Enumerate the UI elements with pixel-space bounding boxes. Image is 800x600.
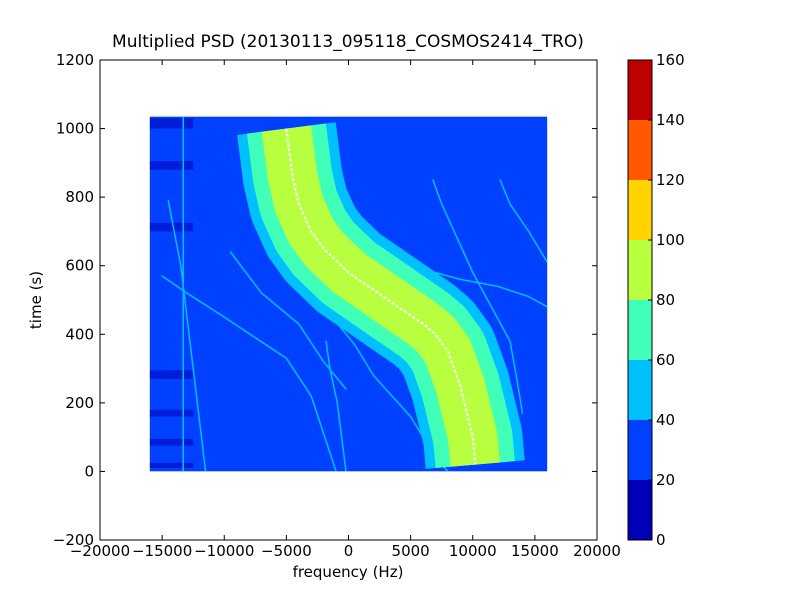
- x-tick-label: 5000: [392, 542, 430, 560]
- y-tick-label: 1000: [56, 120, 94, 138]
- y-tick-label: 200: [65, 394, 94, 412]
- colorbar-segment: [628, 180, 652, 240]
- colorbar-tick-label: 120: [656, 171, 685, 189]
- colorbar-tick-label: 0: [656, 531, 666, 549]
- colorbar: 0 20 40 60 80 100 120 140 160: [627, 51, 685, 549]
- x-tick-label: −20000: [70, 542, 130, 560]
- y-axis-label: time (s): [27, 271, 45, 329]
- faint-trace: [161, 275, 337, 472]
- dark-band: [149, 409, 194, 417]
- x-tick-label: −10000: [194, 542, 254, 560]
- dark-band: [149, 370, 194, 379]
- x-tick-label: 20000: [573, 542, 621, 560]
- y-tick-label: 0: [84, 462, 94, 480]
- colorbar-segment: [628, 60, 652, 120]
- x-axis-label: frequency (Hz): [293, 563, 404, 581]
- colorbar-tick-label: 60: [656, 351, 675, 369]
- faint-trace: [432, 179, 524, 414]
- dark-band: [149, 118, 194, 129]
- x-tick-label: 0: [344, 542, 354, 560]
- colorbar-segment: [628, 420, 652, 480]
- colorbar-segment: [628, 120, 652, 180]
- dark-band: [149, 462, 194, 468]
- plot-area: −20000 −15000 −10000 −5000 0 5000 10000 15000 20…: [53, 51, 621, 560]
- colorbar-segment: [628, 300, 652, 360]
- y-tick-label: 600: [65, 257, 94, 275]
- y-tick-label: 800: [65, 188, 94, 206]
- colorbar-tick-label: 100: [656, 231, 685, 249]
- colorbar-segment: [628, 240, 652, 300]
- x-tick-label: −15000: [132, 542, 192, 560]
- dark-band: [149, 438, 194, 446]
- x-axis: −20000 −15000 −10000 −5000 0 5000 10000 15000 20…: [70, 60, 621, 560]
- dark-band: [149, 161, 194, 170]
- y-tick-label: 400: [65, 325, 94, 343]
- faint-trace: [422, 268, 548, 308]
- colorbar-segment: [628, 360, 652, 420]
- faint-trace: [325, 340, 347, 472]
- chart-title: Multiplied PSD (20130113_095118_COSMOS24…: [112, 32, 584, 52]
- x-tick-label: −5000: [261, 542, 312, 560]
- y-tick-label: 1200: [56, 51, 94, 69]
- x-tick-label: 10000: [449, 542, 497, 560]
- colorbar-tick-label: 140: [656, 111, 685, 129]
- y-axis: −200 0 200 400 600 800 1000 1200: [53, 51, 597, 549]
- heatmap-image: [149, 116, 548, 472]
- y-tick-label: −200: [53, 531, 94, 549]
- colorbar-tick-label: 20: [656, 471, 675, 489]
- main-trace-band: [285, 128, 477, 465]
- colorbar-tick-label: 160: [656, 51, 685, 69]
- x-tick-label: 15000: [511, 542, 559, 560]
- faint-trace: [167, 199, 207, 472]
- colorbar-tick-label: 40: [656, 411, 675, 429]
- dark-band: [149, 222, 194, 232]
- colorbar-tick-label: 80: [656, 291, 675, 309]
- colorbar-segment: [628, 480, 652, 540]
- faint-trace: [499, 179, 548, 264]
